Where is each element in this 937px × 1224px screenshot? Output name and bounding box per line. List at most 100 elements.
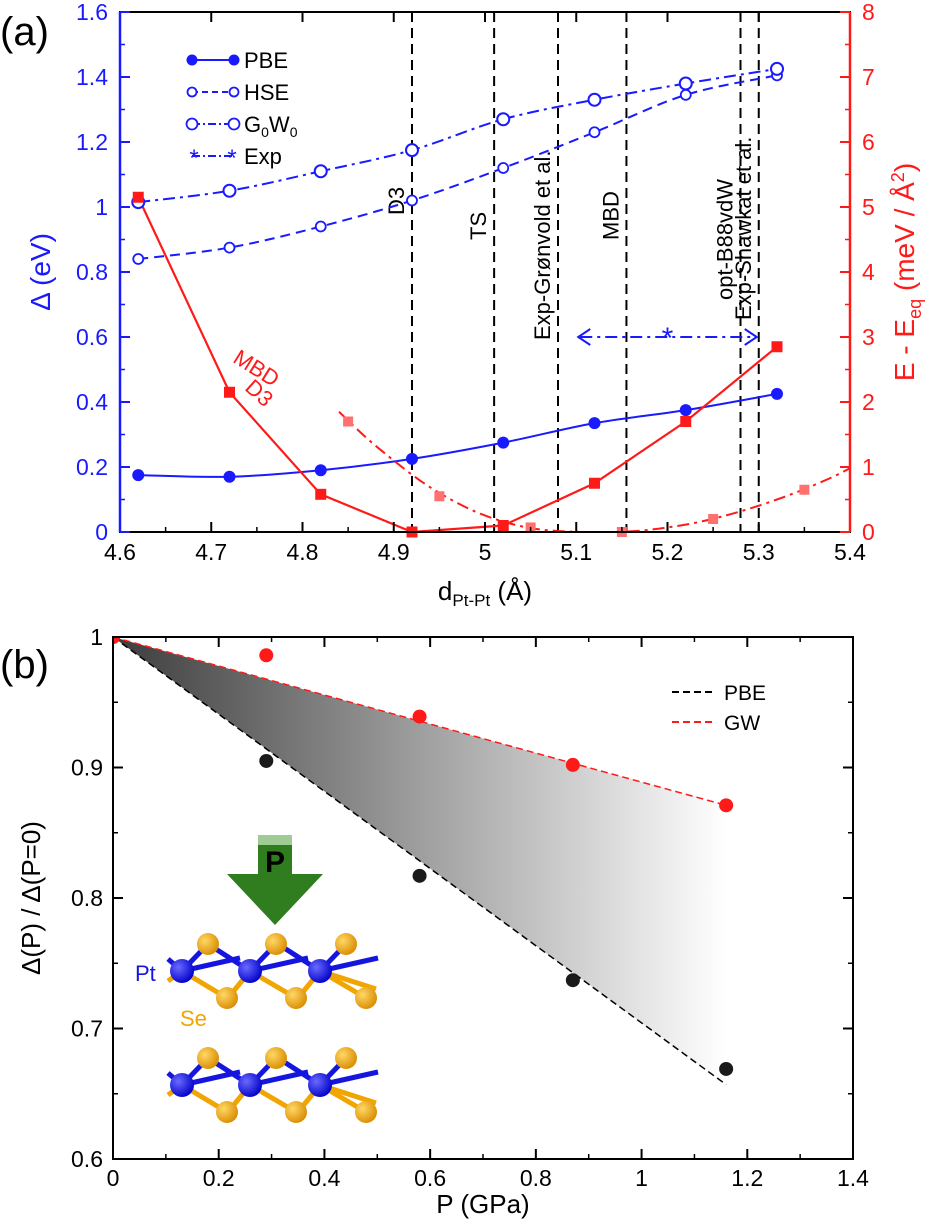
mbd-point-5 [799,484,810,495]
x-tick-label-a: 5 [479,539,492,565]
mbd-point-1 [434,491,445,502]
pbe-point-0 [132,469,145,482]
pbe-point-7 [771,387,783,400]
se-atom [197,1047,219,1069]
se-atom [285,1101,307,1123]
pbe-b-point-2 [412,868,427,883]
se-atom [265,933,287,955]
x-tick-label-b: 1.2 [731,1165,763,1191]
pbe-point-3 [406,452,418,465]
d3-point-6 [680,416,692,427]
g0w0-point-7 [770,61,784,76]
se-atom [216,987,238,1009]
hse-point-0 [132,253,145,265]
d3-point-2 [315,488,327,500]
legend-a-marker [186,54,198,66]
legend-b-label-1: GW [724,712,760,735]
se-atom [335,933,357,955]
y-tick-label-left: 0.8 [76,259,108,285]
gw-b-point-3 [565,757,580,772]
x-tick-label-a: 5.1 [560,539,592,565]
pbe-point-6 [679,404,692,417]
legend-sub: 0 [290,124,298,140]
hse-line [138,74,778,260]
exp-arrow-left [576,328,591,346]
se-atom [355,1101,377,1123]
vline-label-4: opt-B88vdW [713,179,738,300]
pbe-fit-line [113,637,727,1086]
y-tick-label-b: 1 [90,624,103,650]
mbd-point-0 [343,416,354,427]
legend-b: PBE GW [660,676,794,742]
vertical-reference-lines: D3 TS Exp-Grønvold et al. MBD opt-B88vdWExp-… [384,12,760,532]
x-tick-label-a: 5.3 [743,539,775,565]
pt-atom [308,959,332,983]
g0w0-point-4 [496,112,511,127]
gw-b-point-1 [259,648,274,663]
x-axis-label-a: dPt-Pt (Å) [438,576,532,610]
pt-atom [238,959,262,983]
g0w0-point-6 [678,76,693,91]
y-axis-label-b: Δ(P) / Δ(P=0) [16,821,46,975]
y-tick-label-right: 1 [862,454,875,480]
se-atom [355,987,377,1009]
legend-a-label-2: G0W0 [244,112,298,140]
panel-b-label: (b) [0,643,49,687]
hse-point-6 [679,88,692,101]
d3-point-0 [132,191,144,203]
x-tick-label-a: 4.7 [195,539,227,565]
y-tick-label-left: 1 [95,194,108,220]
se-atom [197,933,219,955]
g0w0-point-3 [405,143,419,158]
vline-label-5: Exp-Shawkat et al. [731,137,756,320]
pt-atom [308,1073,332,1097]
y-axis-label-left: Δ (eV) [25,233,56,311]
d3-line [137,196,778,532]
y-tick-label-right: 4 [862,259,875,285]
y-tick-label-left: 0 [95,519,108,545]
se-atom [265,1047,287,1069]
panel-a-label: (a) [0,10,49,54]
y-tick-label-left: 1.6 [76,0,108,25]
d3-point-1 [224,386,235,398]
g0w0-point-1 [222,183,237,198]
x-axis-label-b: P (GPa) [436,1189,529,1219]
y-tick-label-right: 3 [862,324,875,350]
pt-atom [170,1073,194,1097]
pbe-b-point-3 [565,973,580,988]
legend-a-label-3: Exp [244,144,282,169]
hse-point-5 [588,126,601,139]
y-tick-label-right: 7 [862,64,875,90]
d3-point-5 [589,477,600,489]
legend-a-marker [185,117,199,131]
x-tick-label-b: 1 [635,1165,648,1191]
legend-a-label-1: HSE [244,80,289,105]
pt-atom [170,959,194,983]
gw-fit-line [113,637,727,807]
x-tick-label-a: 5.4 [834,539,866,565]
legend-a-marker: * [189,145,198,172]
x-tick-label-a: 5.2 [652,539,684,565]
y-tick-label-b: 0.7 [71,1016,103,1042]
legend-text: G [244,112,261,137]
x-tick-label-b: 1.4 [837,1165,869,1191]
se-atom [216,1101,238,1123]
gw-b-point-0 [113,637,120,644]
pressure-arrow-icon: P [227,835,323,925]
pbe-point-4 [497,436,510,449]
exp-star-point: * [662,322,674,355]
legend-b-label-0: PBE [724,682,766,705]
pbe-point-5 [588,417,601,430]
hse-point-4 [497,162,510,174]
pbe-point-2 [314,464,327,477]
y-tick-label-left: 0.2 [76,454,108,480]
x-tick-label-a: 4.9 [378,539,410,565]
d3-point-4 [497,520,509,531]
pt-label: Pt [135,961,156,986]
x-tick-label-b: 0 [107,1165,120,1191]
x-tick-label-b: 0.8 [520,1165,552,1191]
ptse2-layer-top [166,933,379,1009]
hse-point-2 [314,220,327,233]
legend-a-label-0: PBE [244,48,288,73]
